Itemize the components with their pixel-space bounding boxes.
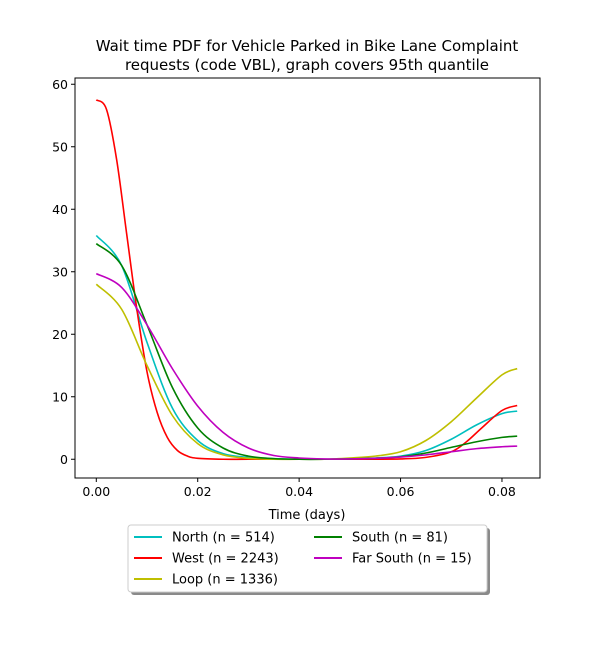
legend-label-4: Far South (n = 15) <box>352 552 472 567</box>
series-line-2 <box>95 283 518 461</box>
x-tick-label: 0.02 <box>184 484 212 499</box>
x-axis: 0.00 0.02 0.04 0.06 0.08 <box>82 478 516 499</box>
series-lines <box>95 99 518 461</box>
x-tick-label: 0.08 <box>488 484 516 499</box>
series-line-4 <box>95 272 518 460</box>
legend-label-1: West (n = 2243) <box>172 552 279 567</box>
y-tick-label: 20 <box>52 327 68 342</box>
x-tick-label: 0.00 <box>82 484 110 499</box>
y-tick-label: 0 <box>60 452 68 467</box>
x-tick-label: 0.04 <box>285 484 313 499</box>
x-tick-label: 0.06 <box>387 484 415 499</box>
y-tick-label: 10 <box>52 389 68 404</box>
series-line-3 <box>95 242 518 461</box>
y-axis: 0 10 20 30 40 50 60 <box>52 77 75 467</box>
legend-label-0: North (n = 514) <box>172 531 275 546</box>
x-axis-label: Time (days) <box>268 508 346 523</box>
legend-items: North (n = 514) West (n = 2243) Loop (n = … <box>134 531 472 588</box>
y-tick-label: 50 <box>52 139 68 154</box>
legend: North (n = 514) West (n = 2243) Loop (n = … <box>127 524 490 595</box>
legend-label-3: South (n = 81) <box>352 531 448 546</box>
y-tick-label: 30 <box>52 264 68 279</box>
series-line-1 <box>95 99 518 461</box>
y-tick-label: 40 <box>52 202 68 217</box>
y-tick-label: 60 <box>52 77 68 92</box>
legend-box <box>127 524 488 593</box>
chart-subtitle: requests (code VBL), graph covers 95th q… <box>125 56 489 74</box>
chart-title: Wait time PDF for Vehicle Parked in Bike… <box>96 37 519 55</box>
legend-label-2: Loop (n = 1336) <box>172 573 278 588</box>
plot-frame <box>74 77 541 479</box>
